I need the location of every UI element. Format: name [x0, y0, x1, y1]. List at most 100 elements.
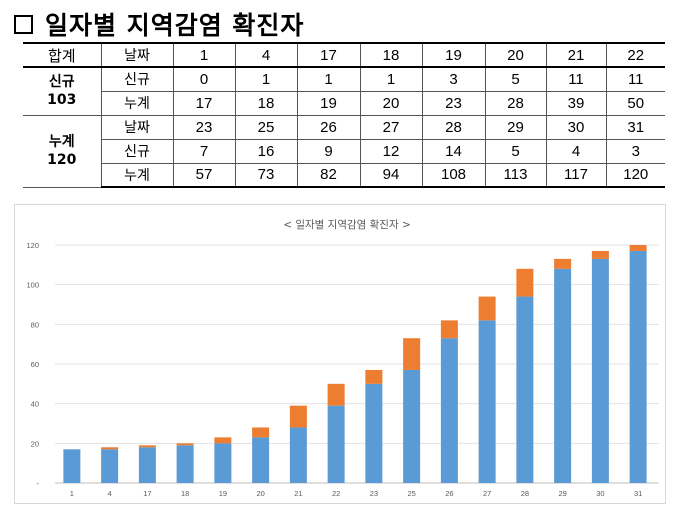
bar-cumulative	[327, 405, 345, 483]
date-cell: 26	[296, 114, 361, 140]
date-cell: 31	[605, 114, 665, 140]
date-cell: 21	[545, 42, 607, 68]
group-name: 신규	[48, 74, 75, 91]
bar-cumulative	[176, 445, 194, 483]
x-tick-label: 27	[483, 489, 491, 498]
value-cell: 5	[484, 138, 547, 164]
table-row-new-2: 신규 7 16 9 12 14 5 4 3	[23, 138, 665, 164]
x-tick-label: 22	[332, 489, 340, 498]
date-cell: 28	[421, 114, 486, 140]
date-cell: 27	[359, 114, 423, 140]
value-cell: 39	[545, 90, 607, 116]
bar-cumulative	[403, 369, 421, 483]
cum-label-cell: 누계	[100, 162, 174, 188]
date-cell: 23	[172, 114, 236, 140]
bar-new	[138, 445, 156, 448]
bar-cumulative	[63, 449, 81, 483]
date-cell: 29	[484, 114, 547, 140]
value-cell: 12	[359, 138, 423, 164]
bar-cumulative	[138, 447, 156, 483]
bar-new	[289, 405, 307, 428]
value-cell: 50	[605, 90, 665, 116]
bar-new	[403, 338, 421, 370]
table-row-dates-2: 누계 120 날짜 23 25 26 27 28 29 30 31	[23, 114, 665, 188]
group-total: 103	[47, 92, 77, 109]
value-cell: 120	[605, 162, 665, 188]
bar-cumulative	[554, 268, 572, 483]
chart: < 일자별 지역감염 확진자 > - 20 40 60 80 100 120 1 4 17 18 19 2…	[14, 204, 666, 504]
bar-new	[440, 320, 458, 339]
value-cell: 18	[234, 90, 298, 116]
new-label-cell: 신규	[100, 138, 174, 164]
y-tick-label: 100	[26, 281, 39, 290]
bar-cumulative	[365, 383, 383, 483]
bar-cumulative	[252, 437, 270, 483]
bar-cumulative	[516, 296, 534, 483]
bar-new	[629, 245, 647, 251]
group-name: 누계	[48, 134, 75, 150]
date-label-cell: 날짜	[100, 42, 174, 68]
value-cell: 5	[484, 66, 547, 92]
chart-title: < 일자별 지역감염 확진자 >	[283, 218, 411, 231]
x-tick-label: 26	[445, 489, 453, 498]
group-total: 120	[47, 152, 77, 168]
x-tick-label: 1	[70, 489, 74, 498]
value-cell: 1	[359, 66, 423, 92]
y-tick-label: 120	[26, 241, 39, 250]
bar-cumulative	[440, 338, 458, 483]
x-tick-label: 19	[219, 489, 227, 498]
date-cell: 18	[359, 42, 423, 68]
group-cum-total: 누계 120	[23, 114, 102, 188]
date-label-cell: 날짜	[100, 114, 174, 140]
bar-new	[327, 383, 345, 406]
bar-new	[591, 250, 609, 259]
value-cell: 17	[172, 90, 236, 116]
x-tick-label: 21	[294, 489, 302, 498]
bar-cumulative	[101, 449, 119, 483]
value-cell: 1	[296, 66, 361, 92]
table-row-cum-2: 누계 57 73 82 94 108 113 117 120	[23, 162, 665, 188]
value-cell: 4	[545, 138, 607, 164]
x-tick-label: 30	[596, 489, 604, 498]
table-header-row: 합계 날짜 1 4 17 18 19 20 21 22	[23, 42, 665, 68]
value-cell: 94	[359, 162, 423, 188]
x-tick-label: 28	[521, 489, 529, 498]
value-cell: 9	[296, 138, 361, 164]
value-cell: 113	[484, 162, 547, 188]
x-tick-label: 29	[558, 489, 566, 498]
value-cell: 1	[234, 66, 298, 92]
y-tick-label: 20	[31, 439, 39, 448]
value-cell: 108	[421, 162, 486, 188]
bar-new	[365, 369, 383, 384]
new-label-cell: 신규	[100, 66, 174, 92]
date-cell: 1	[172, 42, 236, 68]
value-cell: 73	[234, 162, 298, 188]
x-tick-label: 4	[108, 489, 112, 498]
value-cell: 82	[296, 162, 361, 188]
cum-label-cell: 누계	[100, 90, 174, 116]
value-cell: 23	[421, 90, 486, 116]
bar-new	[554, 258, 572, 269]
date-cell: 4	[234, 42, 298, 68]
y-tick-label: 40	[31, 400, 39, 409]
value-cell: 3	[605, 138, 665, 164]
value-cell: 3	[421, 66, 486, 92]
bar-new	[478, 296, 496, 321]
value-cell: 117	[545, 162, 607, 188]
bar-new	[176, 443, 194, 446]
bar-cumulative	[478, 320, 496, 483]
x-tick-label: 31	[634, 489, 642, 498]
bar-new	[101, 447, 119, 450]
bar-chart-svg: < 일자별 지역감염 확진자 > - 20 40 60 80 100 120 1 4 17 18 19 2…	[26, 218, 659, 498]
page-title: 일자별 지역감염 확진자	[45, 11, 305, 40]
date-cell: 30	[545, 114, 607, 140]
value-cell: 11	[545, 66, 607, 92]
value-cell: 14	[421, 138, 486, 164]
x-tick-label: 23	[370, 489, 378, 498]
stats-table: 합계 날짜 1 4 17 18 19 20 21 22 신규 103 신규 0 1 1 1 3 5 11 11 누계 17 1…	[23, 42, 665, 188]
group-new-total: 신규 103	[23, 66, 102, 116]
date-cell: 22	[605, 42, 665, 68]
value-cell: 16	[234, 138, 298, 164]
bar-new	[516, 268, 534, 297]
date-cell: 17	[296, 42, 361, 68]
